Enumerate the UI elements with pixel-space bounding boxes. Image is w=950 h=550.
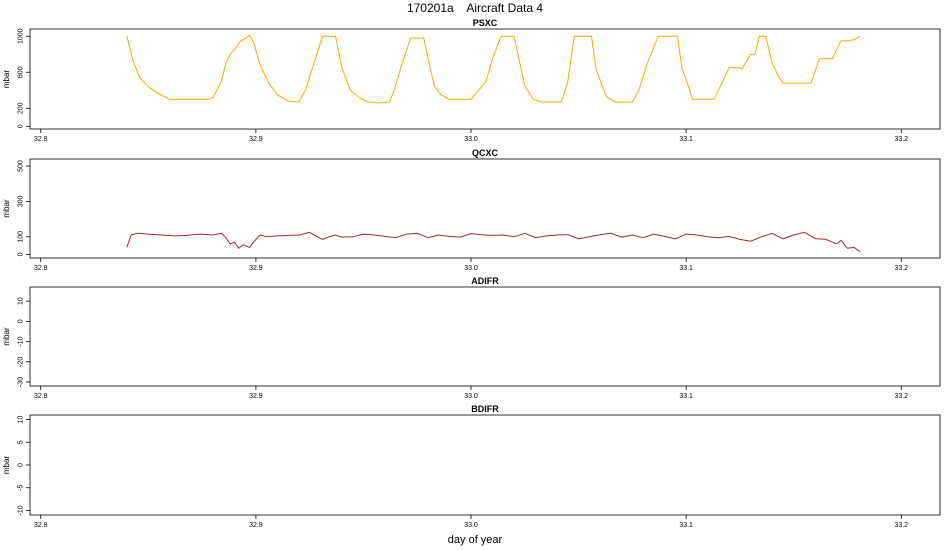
plot-frame (29, 286, 941, 387)
y-tick-label: -10 (18, 505, 25, 515)
series-line-psxc (126, 34, 861, 104)
x-tick-label: 33.2 (894, 393, 908, 400)
y-tick-label: 300 (18, 195, 25, 207)
x-tick-label: 32.9 (249, 522, 263, 529)
series-line-qcxc (126, 231, 861, 253)
x-tick-label: 33.2 (894, 265, 908, 272)
main-title: 170201a Aircraft Data 4 (407, 1, 543, 15)
x-tick-label: 33.0 (464, 393, 478, 400)
panel-4: BDIFR mbar -10 -5 0 5 10 32.8 32.9 33.0 33.1 33.2 (2, 404, 941, 529)
x-tick-label: 33.1 (679, 136, 693, 143)
x-tick-label: 33.0 (464, 265, 478, 272)
y-tick-label: 1000 (18, 28, 25, 44)
x-tick-label: 33.2 (894, 522, 908, 529)
panel-1: PSXC mbar 0 200 600 1000 32.8 32.9 33.0 33.1 33.2 (2, 18, 941, 143)
x-axis-label: day of year (448, 534, 503, 546)
y-tick-label: 100 (18, 231, 25, 243)
y-axis-label: mbar (2, 70, 11, 89)
y-tick-label: 0 (18, 252, 25, 256)
panel-title: ADIFR (471, 276, 499, 286)
panel-title: QCXC (472, 148, 499, 158)
x-tick-label: 32.9 (249, 393, 263, 400)
y-tick-label: 200 (18, 102, 25, 114)
x-tick-label: 33.1 (679, 522, 693, 529)
x-tick-label: 33.0 (464, 136, 478, 143)
y-tick-label: 0 (18, 319, 25, 323)
x-tick-label: 32.8 (34, 265, 48, 272)
panel-title: PSXC (473, 18, 498, 28)
x-tick-label: 33.1 (679, 393, 693, 400)
y-tick-label: -30 (18, 377, 25, 387)
panel-3: ADIFR mbar -30 -20 -10 0 10 32.8 32.9 33.0 33.1 33.… (2, 276, 941, 400)
x-tick-label: 32.9 (249, 136, 263, 143)
y-tick-label: -20 (18, 357, 25, 367)
y-tick-label: 0 (18, 463, 25, 467)
x-tick-label: 32.8 (34, 522, 48, 529)
y-tick-label: -5 (18, 485, 25, 491)
plot-frame (29, 414, 941, 516)
plot-frame (29, 28, 941, 130)
y-tick-label: 600 (18, 66, 25, 78)
y-tick-label: -10 (18, 336, 25, 346)
y-axis-label: mbar (2, 199, 11, 218)
x-tick-label: 32.8 (34, 136, 48, 143)
x-tick-label: 32.9 (249, 265, 263, 272)
y-tick-label: 10 (18, 297, 25, 305)
x-tick-label: 32.8 (34, 393, 48, 400)
panel-2: QCXC mbar 0 100 300 500 32.8 32.9 33.0 33.1 33.2 (2, 148, 941, 272)
y-tick-label: 500 (18, 160, 25, 172)
panel-title: BDIFR (471, 404, 499, 414)
y-tick-label: 10 (18, 416, 25, 424)
y-axis-label: mbar (2, 456, 11, 475)
y-tick-label: 0 (18, 124, 25, 128)
plot-frame (29, 158, 941, 259)
y-axis-label: mbar (2, 327, 11, 346)
x-tick-label: 33.1 (679, 265, 693, 272)
x-tick-label: 33.0 (464, 522, 478, 529)
x-tick-label: 33.2 (894, 136, 908, 143)
y-tick-label: 5 (18, 440, 25, 444)
